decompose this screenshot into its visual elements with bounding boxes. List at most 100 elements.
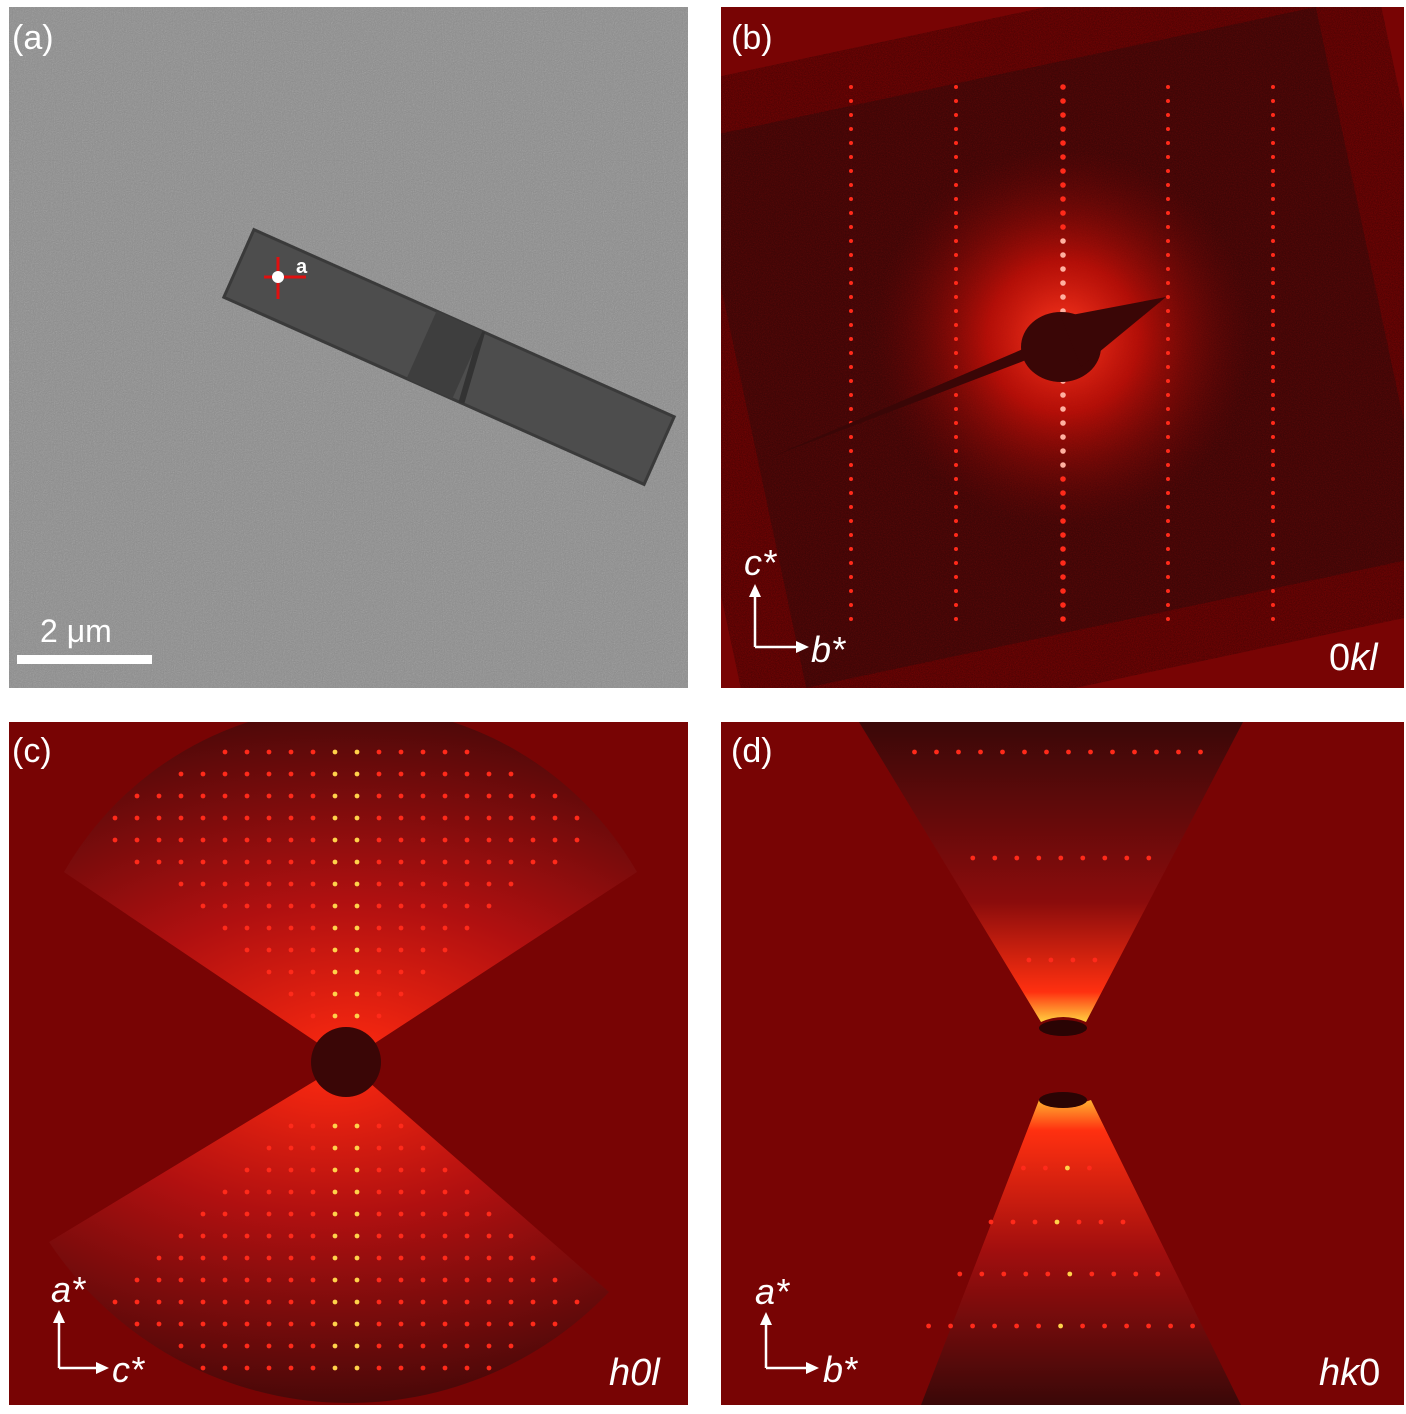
diffraction-spot: [332, 793, 338, 799]
diffraction-spot: [420, 1233, 426, 1239]
diffraction-spot: [332, 815, 338, 821]
diffraction-spot: [310, 881, 316, 887]
diffraction-spot: [1166, 169, 1170, 173]
diffraction-spot: [310, 1343, 316, 1349]
panel-label-c: (c): [12, 732, 52, 770]
diffraction-spot: [552, 859, 558, 865]
diffraction-spot: [222, 925, 228, 931]
diffraction-spot: [266, 1321, 272, 1327]
diffraction-spot: [1060, 224, 1066, 230]
diffraction-spot: [156, 1299, 162, 1305]
diffraction-spot: [1060, 490, 1066, 496]
diffraction-spot: [1190, 1323, 1195, 1329]
diffraction-spot: [288, 903, 294, 909]
diffraction-spot: [508, 1299, 514, 1305]
diffraction-spot: [849, 589, 853, 593]
diffraction-spot: [354, 793, 360, 799]
diffraction-spot: [508, 815, 514, 821]
diffraction-spot: [376, 793, 382, 799]
diffraction-spot: [398, 903, 404, 909]
diffraction-spot: [849, 449, 853, 453]
diffraction-spot: [332, 1277, 338, 1283]
diffraction-spot: [420, 1189, 426, 1195]
diffraction-spot: [992, 1323, 997, 1329]
diffraction-spot: [1154, 749, 1159, 755]
diffraction-spot: [178, 881, 184, 887]
diffraction-spot: [288, 947, 294, 953]
diffraction-spot: [200, 859, 206, 865]
diffraction-spot: [1087, 1165, 1092, 1171]
diffraction-spot: [1271, 561, 1275, 565]
diffraction-spot: [376, 1343, 382, 1349]
diffraction-spot: [222, 1321, 228, 1327]
diffraction-spot: [486, 1343, 492, 1349]
diffraction-spot: [288, 1277, 294, 1283]
plane-label-c: h0l: [609, 1354, 660, 1392]
diffraction-spot: [1166, 575, 1170, 579]
diffraction-spot: [849, 211, 853, 215]
diffraction-spot: [288, 1211, 294, 1217]
diffraction-spot: [310, 991, 316, 997]
diffraction-spot: [398, 881, 404, 887]
diffraction-spot: [266, 837, 272, 843]
diffraction-spot: [266, 969, 272, 975]
diffraction-spot: [1026, 957, 1032, 963]
diffraction-spot: [244, 1167, 250, 1173]
diffraction-spot: [442, 815, 448, 821]
diffraction-spot: [156, 859, 162, 865]
diffraction-spot: [970, 1323, 975, 1329]
diffraction-spot: [1014, 1323, 1019, 1329]
diffraction-spot: [1271, 85, 1275, 89]
diffraction-spot: [849, 295, 853, 299]
diffraction-spot: [956, 749, 961, 755]
diffraction-spot: [1022, 749, 1027, 755]
diffraction-spot: [288, 1321, 294, 1327]
diffraction-spot: [420, 1343, 426, 1349]
diffraction-spot: [420, 1365, 426, 1371]
diffraction-spot: [310, 1299, 316, 1305]
diffraction-spot: [954, 589, 958, 593]
diffraction-spot: [156, 1321, 162, 1327]
diffraction-spot: [1060, 238, 1066, 244]
diffraction-spot: [849, 407, 853, 411]
plane-label-c-l: l: [651, 1352, 660, 1394]
diffraction-spot: [178, 793, 184, 799]
diffraction-spot: [464, 771, 470, 777]
diffraction-spot: [244, 1277, 250, 1283]
diffraction-spot: [464, 1211, 470, 1217]
diffraction-spot: [134, 1299, 140, 1305]
diffraction-spot: [398, 991, 404, 997]
diffraction-spot: [849, 141, 853, 145]
diffraction-spot: [420, 1299, 426, 1305]
diffraction-spot: [1058, 855, 1064, 861]
diffraction-spot: [1060, 532, 1066, 538]
diffraction-spot: [849, 169, 853, 173]
diffraction-spot: [310, 1123, 316, 1129]
diffraction-spot: [288, 771, 294, 777]
diffraction-spot: [1146, 855, 1152, 861]
diffraction-spot: [849, 477, 853, 481]
diffraction-spot: [1166, 491, 1170, 495]
diffraction-spot: [398, 1277, 404, 1283]
diffraction-spot: [288, 1189, 294, 1195]
lower-cone: [921, 1100, 1241, 1405]
diffraction-spot: [1060, 560, 1066, 566]
diffraction-spot: [266, 1211, 272, 1217]
diffraction-spot: [244, 1365, 250, 1371]
diffraction-spot: [849, 337, 853, 341]
lower-wedge: [49, 1062, 609, 1404]
diffraction-spot: [1166, 477, 1170, 481]
diffraction-spot: [1166, 519, 1170, 523]
diffraction-spot: [1124, 855, 1130, 861]
diffraction-spot: [420, 1211, 426, 1217]
diffraction-spot: [376, 837, 382, 843]
diffraction-spot: [1166, 393, 1170, 397]
diffraction-spot: [376, 1233, 382, 1239]
diffraction-spot: [134, 859, 140, 865]
diffraction-spot: [954, 351, 958, 355]
diffraction-spot: [288, 1145, 294, 1151]
diffraction-spot: [849, 183, 853, 187]
diffraction-spot: [1060, 210, 1066, 216]
diffraction-spot: [354, 1145, 360, 1151]
diffraction-spot: [530, 815, 536, 821]
